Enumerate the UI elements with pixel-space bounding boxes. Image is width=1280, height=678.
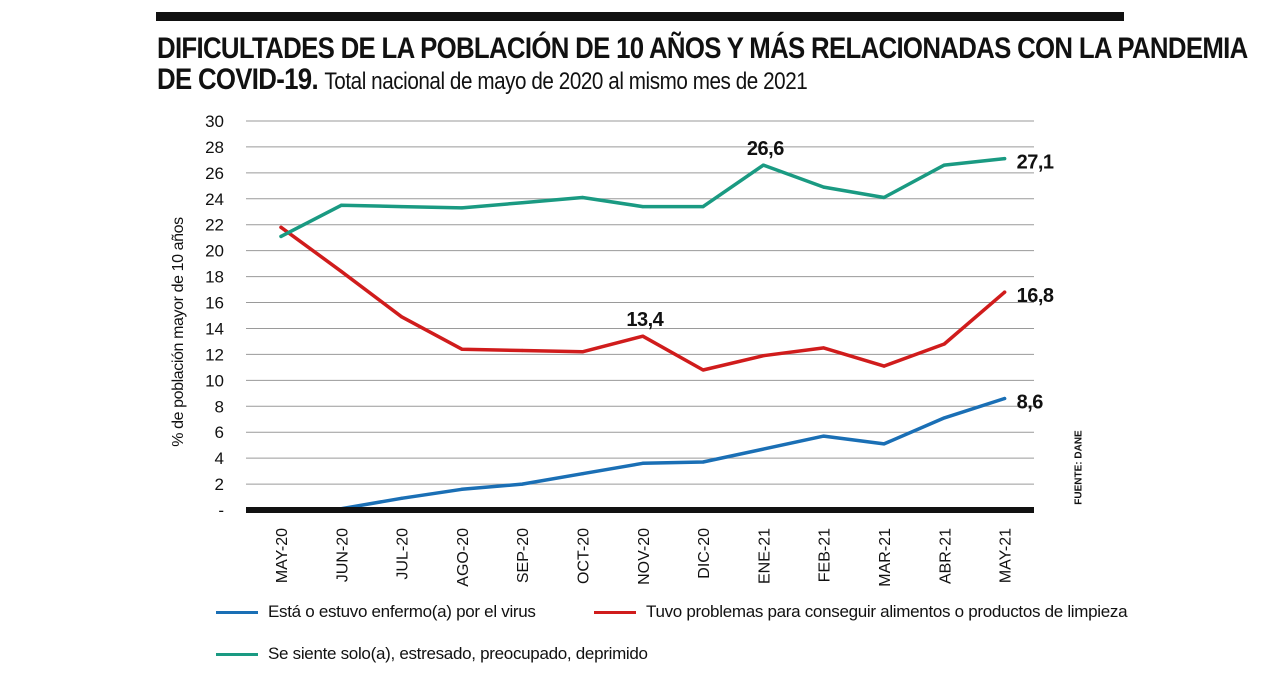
data-labels: 13,4 26,6 27,1 16,8 8,6 [626,138,1054,413]
x-tick-label: OCT-20 [576,528,593,584]
data-point [761,447,766,451]
x-tick-label: SEP-20 [515,528,532,583]
legend-swatch-sick [216,610,258,614]
x-tick-label: DIC-20 [696,528,713,579]
legend-item-sick: Está o estuvo enfermo(a) por el virus [216,602,536,622]
data-point [460,487,464,491]
legend-label-food: Tuvo problemas para conseguir alimentos … [646,602,1128,621]
data-point [882,442,886,446]
series-lines [279,156,1007,511]
data-point [942,416,946,420]
x-tick-label: FEB-21 [817,528,834,582]
data-point [641,461,645,465]
data-label: 16,8 [1017,285,1054,307]
y-tick-label: 26 [205,164,224,183]
series-line [279,396,1007,511]
data-point [580,195,585,200]
data-point [520,348,524,353]
series-line [279,225,1007,372]
legend-label-sick: Está o estuvo enfermo(a) por el virus [268,602,536,621]
chart-title: DIFICULTADES DE LA POBLACIÓN DE 10 AÑOS … [157,33,1248,97]
x-tick-label: ENE-21 [756,528,773,584]
y-tick-label: 16 [205,294,224,313]
y-tick-label: 14 [205,319,224,338]
y-tick-label: 12 [205,345,224,364]
chart-subtitle: Total nacional de mayo de 2020 al mismo … [324,68,808,95]
data-point [641,204,645,209]
source-text: FUENTE: DANE [1073,430,1085,505]
chart-title-line2: DE COVID-19. [157,63,319,96]
data-point [822,346,826,350]
y-tick-label: 8 [215,397,224,416]
legend-swatch-lonely [216,652,258,656]
data-point [822,434,826,438]
data-point [1003,290,1007,294]
data-point [701,460,705,464]
y-tick-label: 18 [205,268,224,287]
legend-label-lonely: Se siente solo(a), estresado, preocupado… [268,644,648,663]
legend-swatch-food [594,610,636,614]
y-tick-label: 30 [205,112,224,131]
data-label: 8,6 [1017,391,1044,413]
legend-item-lonely: Se siente solo(a), estresado, preocupado… [216,644,648,664]
y-tick-label: 22 [205,216,224,235]
data-point [641,334,645,338]
data-point [882,364,886,368]
data-label: 26,6 [747,138,784,160]
x-tick-label: JUL-20 [395,528,412,580]
source-note: FUENTE: DANE [1072,430,1092,512]
data-point [761,163,766,167]
data-point [279,225,283,229]
data-point [460,347,464,351]
data-point [520,482,524,486]
chart-title-line1: DIFICULTADES DE LA POBLACIÓN DE 10 AÑOS … [157,32,1248,65]
x-tick-label: MAY-21 [998,528,1015,583]
data-point [822,185,826,189]
x-tick-label: ABR-21 [937,528,954,584]
x-tick-label: NOV-20 [636,528,653,585]
data-point [942,342,946,346]
y-tick-label: 20 [205,242,224,261]
x-tick-labels: MAY-20 JUN-20 JUL-20 AGO-20 SEP-20 OCT-20 NOV-… [274,528,1015,587]
y-axis-label: % de población mayor de 10 años [170,217,187,447]
data-point [400,496,404,500]
x-tick-label: MAY-20 [274,528,291,583]
y-tick-label: - [218,501,224,520]
data-point [339,203,343,207]
data-point [882,195,886,200]
x-axis-baseline [246,507,1034,513]
data-point [701,204,705,209]
data-point [520,201,524,205]
y-tick-label: 24 [205,190,224,209]
y-tick-label: 10 [205,371,224,390]
data-point [400,204,404,209]
data-point [339,269,343,274]
data-point [942,163,946,167]
top-rule [156,12,1124,21]
y-tick-label: 6 [215,423,224,442]
data-point [761,354,766,358]
x-tick-label: AGO-20 [455,528,472,587]
y-tick-label: 28 [205,138,224,157]
y-tick-label: 2 [215,475,224,494]
data-point [580,350,585,354]
data-point [400,315,404,319]
data-point [701,368,705,372]
x-tick-label: JUN-20 [334,528,351,582]
legend-item-food: Tuvo problemas para conseguir alimentos … [594,602,1128,622]
data-point [1003,157,1007,161]
y-tick-label: 4 [215,449,224,468]
data-label: 27,1 [1017,152,1054,174]
data-point [1003,396,1007,401]
data-point [580,472,585,476]
x-tick-label: MAR-21 [877,528,894,587]
data-point [460,206,464,210]
data-point [279,234,283,239]
data-label: 13,4 [626,309,664,331]
grid-lines [246,120,1034,485]
